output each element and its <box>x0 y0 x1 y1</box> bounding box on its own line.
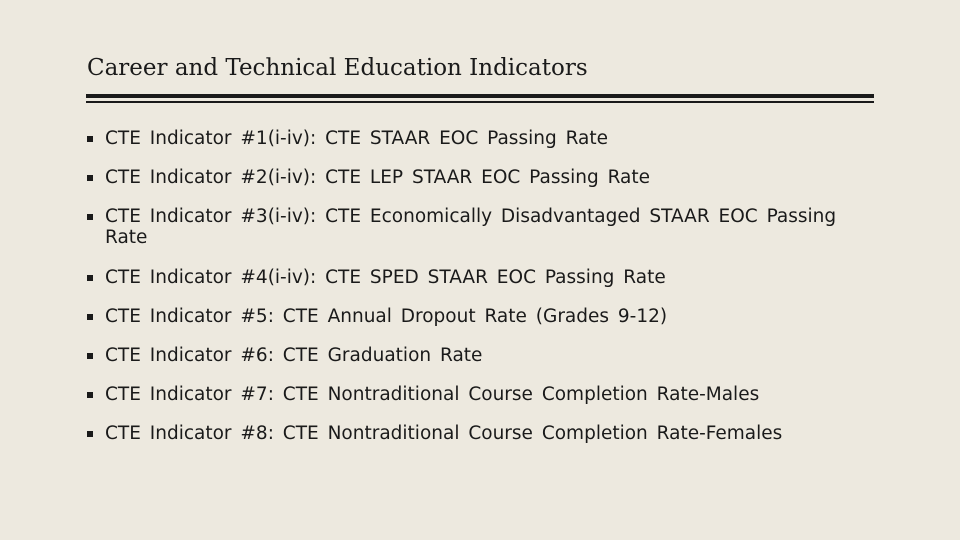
list-item: CTE Indicator #8: CTE Nontraditional Cou… <box>87 423 857 444</box>
list-item-text: CTE Indicator #7: CTE Nontraditional Cou… <box>105 384 760 405</box>
list-item-text: CTE Indicator #6: CTE Graduation Rate <box>105 345 483 366</box>
square-bullet-icon <box>87 175 93 181</box>
list-item: CTE Indicator #6: CTE Graduation Rate <box>87 345 857 366</box>
square-bullet-icon <box>87 353 93 359</box>
list-item: CTE Indicator #2(i-iv): CTE LEP STAAR EO… <box>87 167 857 188</box>
list-item-text: CTE Indicator #3(i-iv): CTE Economically… <box>105 206 837 248</box>
list-item: CTE Indicator #5: CTE Annual Dropout Rat… <box>87 306 857 327</box>
title-rule-thin <box>86 101 874 103</box>
list-item-text: CTE Indicator #4(i-iv): CTE SPED STAAR E… <box>105 267 666 288</box>
list-item: CTE Indicator #1(i-iv): CTE STAAR EOC Pa… <box>87 128 857 149</box>
square-bullet-icon <box>87 431 93 437</box>
square-bullet-icon <box>87 392 93 398</box>
list-item-text: CTE Indicator #1(i-iv): CTE STAAR EOC Pa… <box>105 128 608 149</box>
indicator-list: CTE Indicator #1(i-iv): CTE STAAR EOC Pa… <box>87 128 857 462</box>
square-bullet-icon <box>87 314 93 320</box>
list-item: CTE Indicator #4(i-iv): CTE SPED STAAR E… <box>87 267 857 288</box>
square-bullet-icon <box>87 275 93 281</box>
square-bullet-icon <box>87 136 93 142</box>
title-rule-thick <box>86 94 874 98</box>
square-bullet-icon <box>87 214 93 220</box>
list-item: CTE Indicator #3(i-iv): CTE Economically… <box>87 206 857 248</box>
list-item-text: CTE Indicator #8: CTE Nontraditional Cou… <box>105 423 783 444</box>
list-item: CTE Indicator #7: CTE Nontraditional Cou… <box>87 384 857 405</box>
slide-title: Career and Technical Education Indicator… <box>87 55 588 81</box>
list-item-text: CTE Indicator #5: CTE Annual Dropout Rat… <box>105 306 668 327</box>
list-item-text: CTE Indicator #2(i-iv): CTE LEP STAAR EO… <box>105 167 651 188</box>
